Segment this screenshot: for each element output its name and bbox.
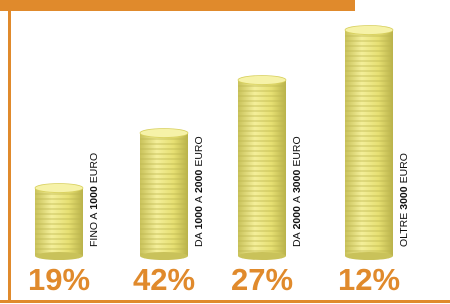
bottom-rule (0, 300, 450, 303)
label-part: 1000 (88, 186, 100, 210)
label-part: EURO (88, 153, 100, 183)
percent: 19% (28, 262, 90, 297)
coin-bottom (140, 252, 188, 260)
label-part: DA (291, 232, 303, 247)
coin-stack (140, 133, 188, 256)
range-label: DA 1000 A 2000 EURO (193, 136, 205, 247)
label-part: 3000 (398, 186, 410, 210)
coin-stacks: FINO A 1000 EURO 19% DA 1000 A 2000 EURO 42% DA 200… (28, 26, 410, 298)
percent: 42% (133, 262, 195, 297)
coin-top (140, 129, 188, 138)
range-label: OLTRE 3000 EURO (398, 153, 410, 247)
coin-stack (35, 188, 83, 256)
label-part: EURO (193, 136, 205, 166)
label-part: A (193, 196, 205, 203)
label-part: EURO (291, 136, 303, 166)
range-label: DA 2000 A 3000 EURO (291, 136, 303, 247)
label-part: FINO A (88, 213, 100, 247)
label-part: 2000 (291, 206, 303, 230)
coin-stack (345, 30, 393, 256)
coin-bottom (238, 252, 286, 260)
percent: 27% (231, 262, 293, 297)
coin-top (345, 26, 393, 35)
coin-bottom (345, 252, 393, 260)
coin-top (35, 184, 83, 193)
left-rule (8, 0, 11, 302)
top-bar (0, 0, 355, 11)
range-label: FINO A 1000 EURO (88, 153, 100, 247)
label-part: OLTRE (398, 213, 410, 247)
label-part: DA (193, 232, 205, 247)
label-part: 1000 (193, 206, 205, 230)
coin-top (238, 76, 286, 85)
label-part: 2000 (193, 170, 205, 194)
coin-bottom (35, 252, 83, 260)
percent: 12% (338, 262, 400, 297)
infographic: FINO A 1000 EURO 19% DA 1000 A 2000 EURO 42% DA 200… (0, 0, 450, 304)
label-part: 3000 (291, 170, 303, 194)
label-part: EURO (398, 153, 410, 183)
label-part: A (291, 196, 303, 203)
